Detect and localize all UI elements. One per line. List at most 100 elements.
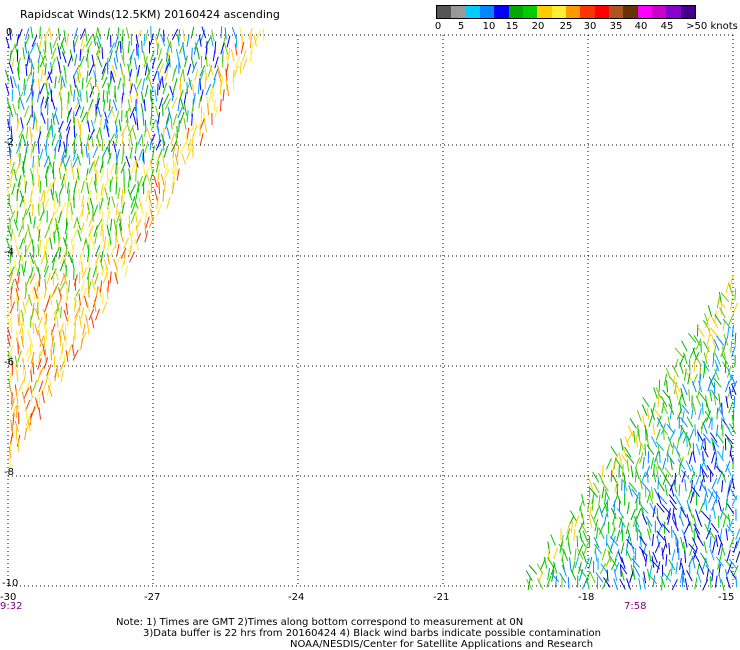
wind-barb: [90, 316, 95, 329]
wind-barb: [71, 257, 75, 270]
wind-barb: [73, 274, 78, 286]
wind-barb: [38, 239, 42, 252]
wind-barb: [547, 556, 555, 568]
wind-barb: [37, 78, 41, 91]
wind-barb: [46, 383, 51, 396]
wind-barb: [76, 162, 80, 175]
wind-barb: [150, 181, 153, 194]
wind-barb: [22, 161, 25, 174]
wind-barb: [700, 467, 708, 478]
wind-barb: [116, 211, 121, 223]
wind-barb: [68, 85, 73, 98]
wind-barb: [64, 251, 67, 264]
wind-barb: [579, 506, 583, 518]
wind-barb: [102, 292, 104, 305]
wind-barb: [86, 267, 91, 280]
wind-barb: [81, 287, 87, 300]
wind-barb: [128, 90, 133, 103]
wind-barb: [122, 48, 125, 61]
wind-barb: [144, 222, 147, 235]
wind-barb: [178, 89, 184, 102]
wind-barb: [85, 237, 89, 250]
wind-barb: [731, 383, 737, 395]
wind-barb: [88, 64, 94, 76]
scale-label: 0: [434, 21, 442, 32]
wind-barb: [127, 41, 130, 54]
wind-barb: [77, 71, 80, 84]
wind-barb: [719, 528, 723, 541]
wind-barb: [80, 181, 85, 193]
wind-barb: [27, 419, 31, 432]
wind-barb: [680, 425, 688, 436]
wind-barb: [72, 349, 79, 361]
wind-barb: [711, 569, 714, 582]
wind-barb: [207, 103, 210, 116]
wind-barb: [41, 390, 45, 403]
wind-barb: [719, 507, 725, 520]
wind-barb: [155, 105, 160, 118]
wind-barb: [60, 42, 66, 55]
wind-barb: [103, 236, 107, 249]
wind-barb: [72, 133, 78, 145]
wind-barb: [634, 491, 640, 504]
wind-barb: [73, 299, 77, 312]
wind-barb: [47, 155, 52, 168]
wind-barb: [112, 99, 118, 112]
x-axis-label: -30: [0, 592, 17, 603]
wind-barb: [191, 113, 193, 126]
wind-barb: [30, 390, 33, 403]
wind-barb: [732, 457, 734, 470]
wind-barb: [704, 438, 707, 451]
wind-barb: [68, 189, 70, 202]
wind-barb: [154, 188, 158, 201]
wind-barb: [89, 85, 95, 98]
wind-barb: [639, 451, 644, 464]
wind-barb: [622, 445, 627, 458]
wind-barb: [669, 429, 676, 441]
wind-barb: [715, 535, 719, 548]
wind-barb: [136, 43, 138, 56]
wind-barb: [79, 28, 86, 40]
wind-barb: [114, 134, 119, 147]
wind-barb: [27, 294, 33, 307]
wind-barb: [525, 570, 533, 581]
wind-barb: [239, 61, 242, 74]
wind-barb: [642, 457, 645, 470]
wind-barb: [602, 577, 608, 590]
wind-barb: [58, 247, 62, 260]
wind-barb: [47, 217, 53, 230]
wind-barb: [88, 128, 95, 141]
wind-barb: [115, 202, 119, 216]
wind-barb: [559, 572, 567, 584]
wind-barb: [703, 352, 708, 365]
wind-barb: [728, 283, 733, 296]
wind-barb: [579, 536, 587, 548]
wind-barb: [717, 499, 722, 512]
wind-barb: [705, 564, 713, 576]
wind-barb: [699, 367, 701, 380]
wind-barb: [645, 515, 653, 527]
wind-barb: [149, 160, 154, 173]
wind-barb: [59, 323, 64, 335]
wind-barb: [696, 535, 704, 547]
wind-barb: [712, 540, 716, 553]
scale-label: 5: [457, 21, 465, 32]
wind-barb: [584, 557, 590, 570]
wind-barb: [684, 369, 692, 381]
wind-barb: [163, 180, 167, 193]
wind-barb: [628, 482, 638, 493]
wind-barb: [101, 47, 104, 60]
wind-barb: [672, 442, 675, 455]
wind-barb: [57, 47, 62, 60]
wind-barb: [691, 556, 696, 569]
wind-barb: [580, 522, 588, 534]
wind-barb: [154, 89, 158, 102]
wind-barb: [171, 162, 176, 175]
wind-barb: [29, 272, 36, 285]
wind-barb: [80, 34, 85, 47]
wind-barb: [74, 104, 81, 117]
wind-barb: [676, 450, 683, 463]
wind-barb: [53, 107, 58, 119]
wind-barb: [714, 353, 721, 365]
wind-barb: [10, 229, 13, 242]
